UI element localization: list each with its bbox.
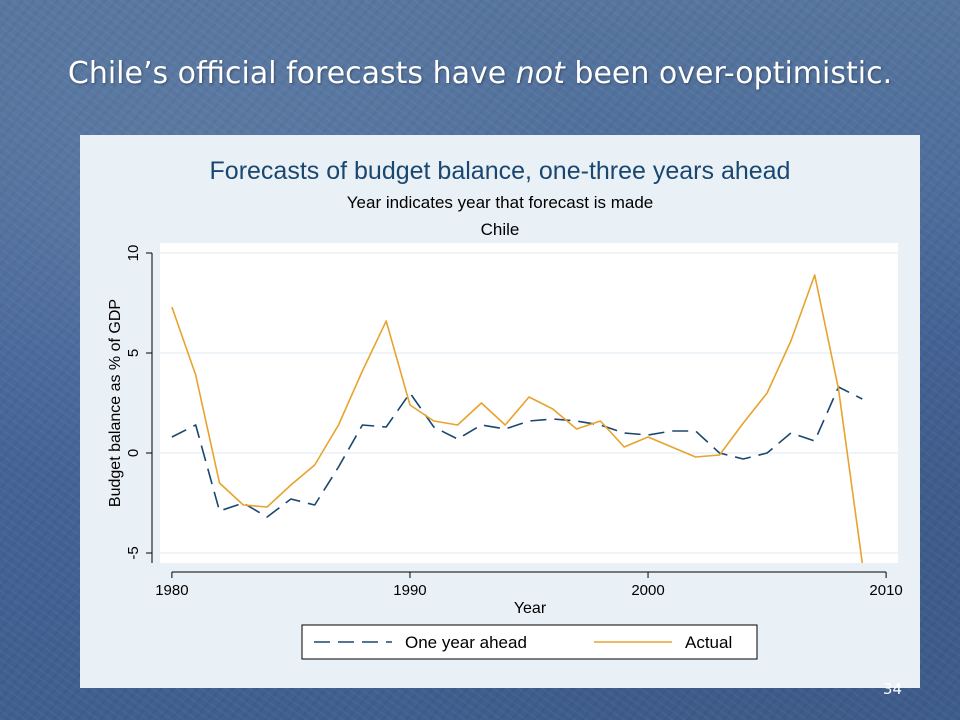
chart-panel: Forecasts of budget balance, one-three y… — [80, 135, 920, 688]
x-tick-label: 2000 — [631, 582, 664, 599]
chart-subtitle-country: Chile — [481, 220, 520, 239]
plot-area — [160, 243, 898, 563]
x-tick-label: 1980 — [155, 582, 188, 599]
series-line-one-year-ahead — [171, 386, 863, 518]
x-tick-label: 1990 — [393, 582, 426, 599]
y-tick-label: -5 — [125, 546, 142, 559]
legend-item-one-year-ahead-label: One year ahead — [405, 633, 527, 652]
series-line-actual — [171, 274, 864, 564]
slide-title-part: been over-optimistic. — [564, 56, 893, 91]
x-axis-label: Year — [514, 600, 547, 617]
y-tick-label: 10 — [125, 245, 142, 262]
slide-title-emphasis: not — [515, 56, 565, 91]
chart-subtitle: Year indicates year that forecast is mad… — [347, 193, 653, 212]
budget-balance-chart: Forecasts of budget balance, one-three y… — [107, 157, 903, 660]
legend-item-actual-label: Actual — [685, 633, 732, 652]
y-tick-label: 5 — [125, 349, 142, 357]
x-tick-label: 2010 — [869, 582, 902, 599]
slide-title-part: Chile’s official forecasts have — [67, 56, 516, 91]
y-axis-label: Budget balance as % of GDP — [107, 299, 124, 507]
chart-title: Forecasts of budget balance, one-three y… — [210, 157, 791, 185]
slide-title: Chile’s official forecasts have not been… — [0, 56, 960, 91]
page-number: 34 — [882, 680, 902, 698]
y-tick-label: 0 — [125, 449, 142, 457]
